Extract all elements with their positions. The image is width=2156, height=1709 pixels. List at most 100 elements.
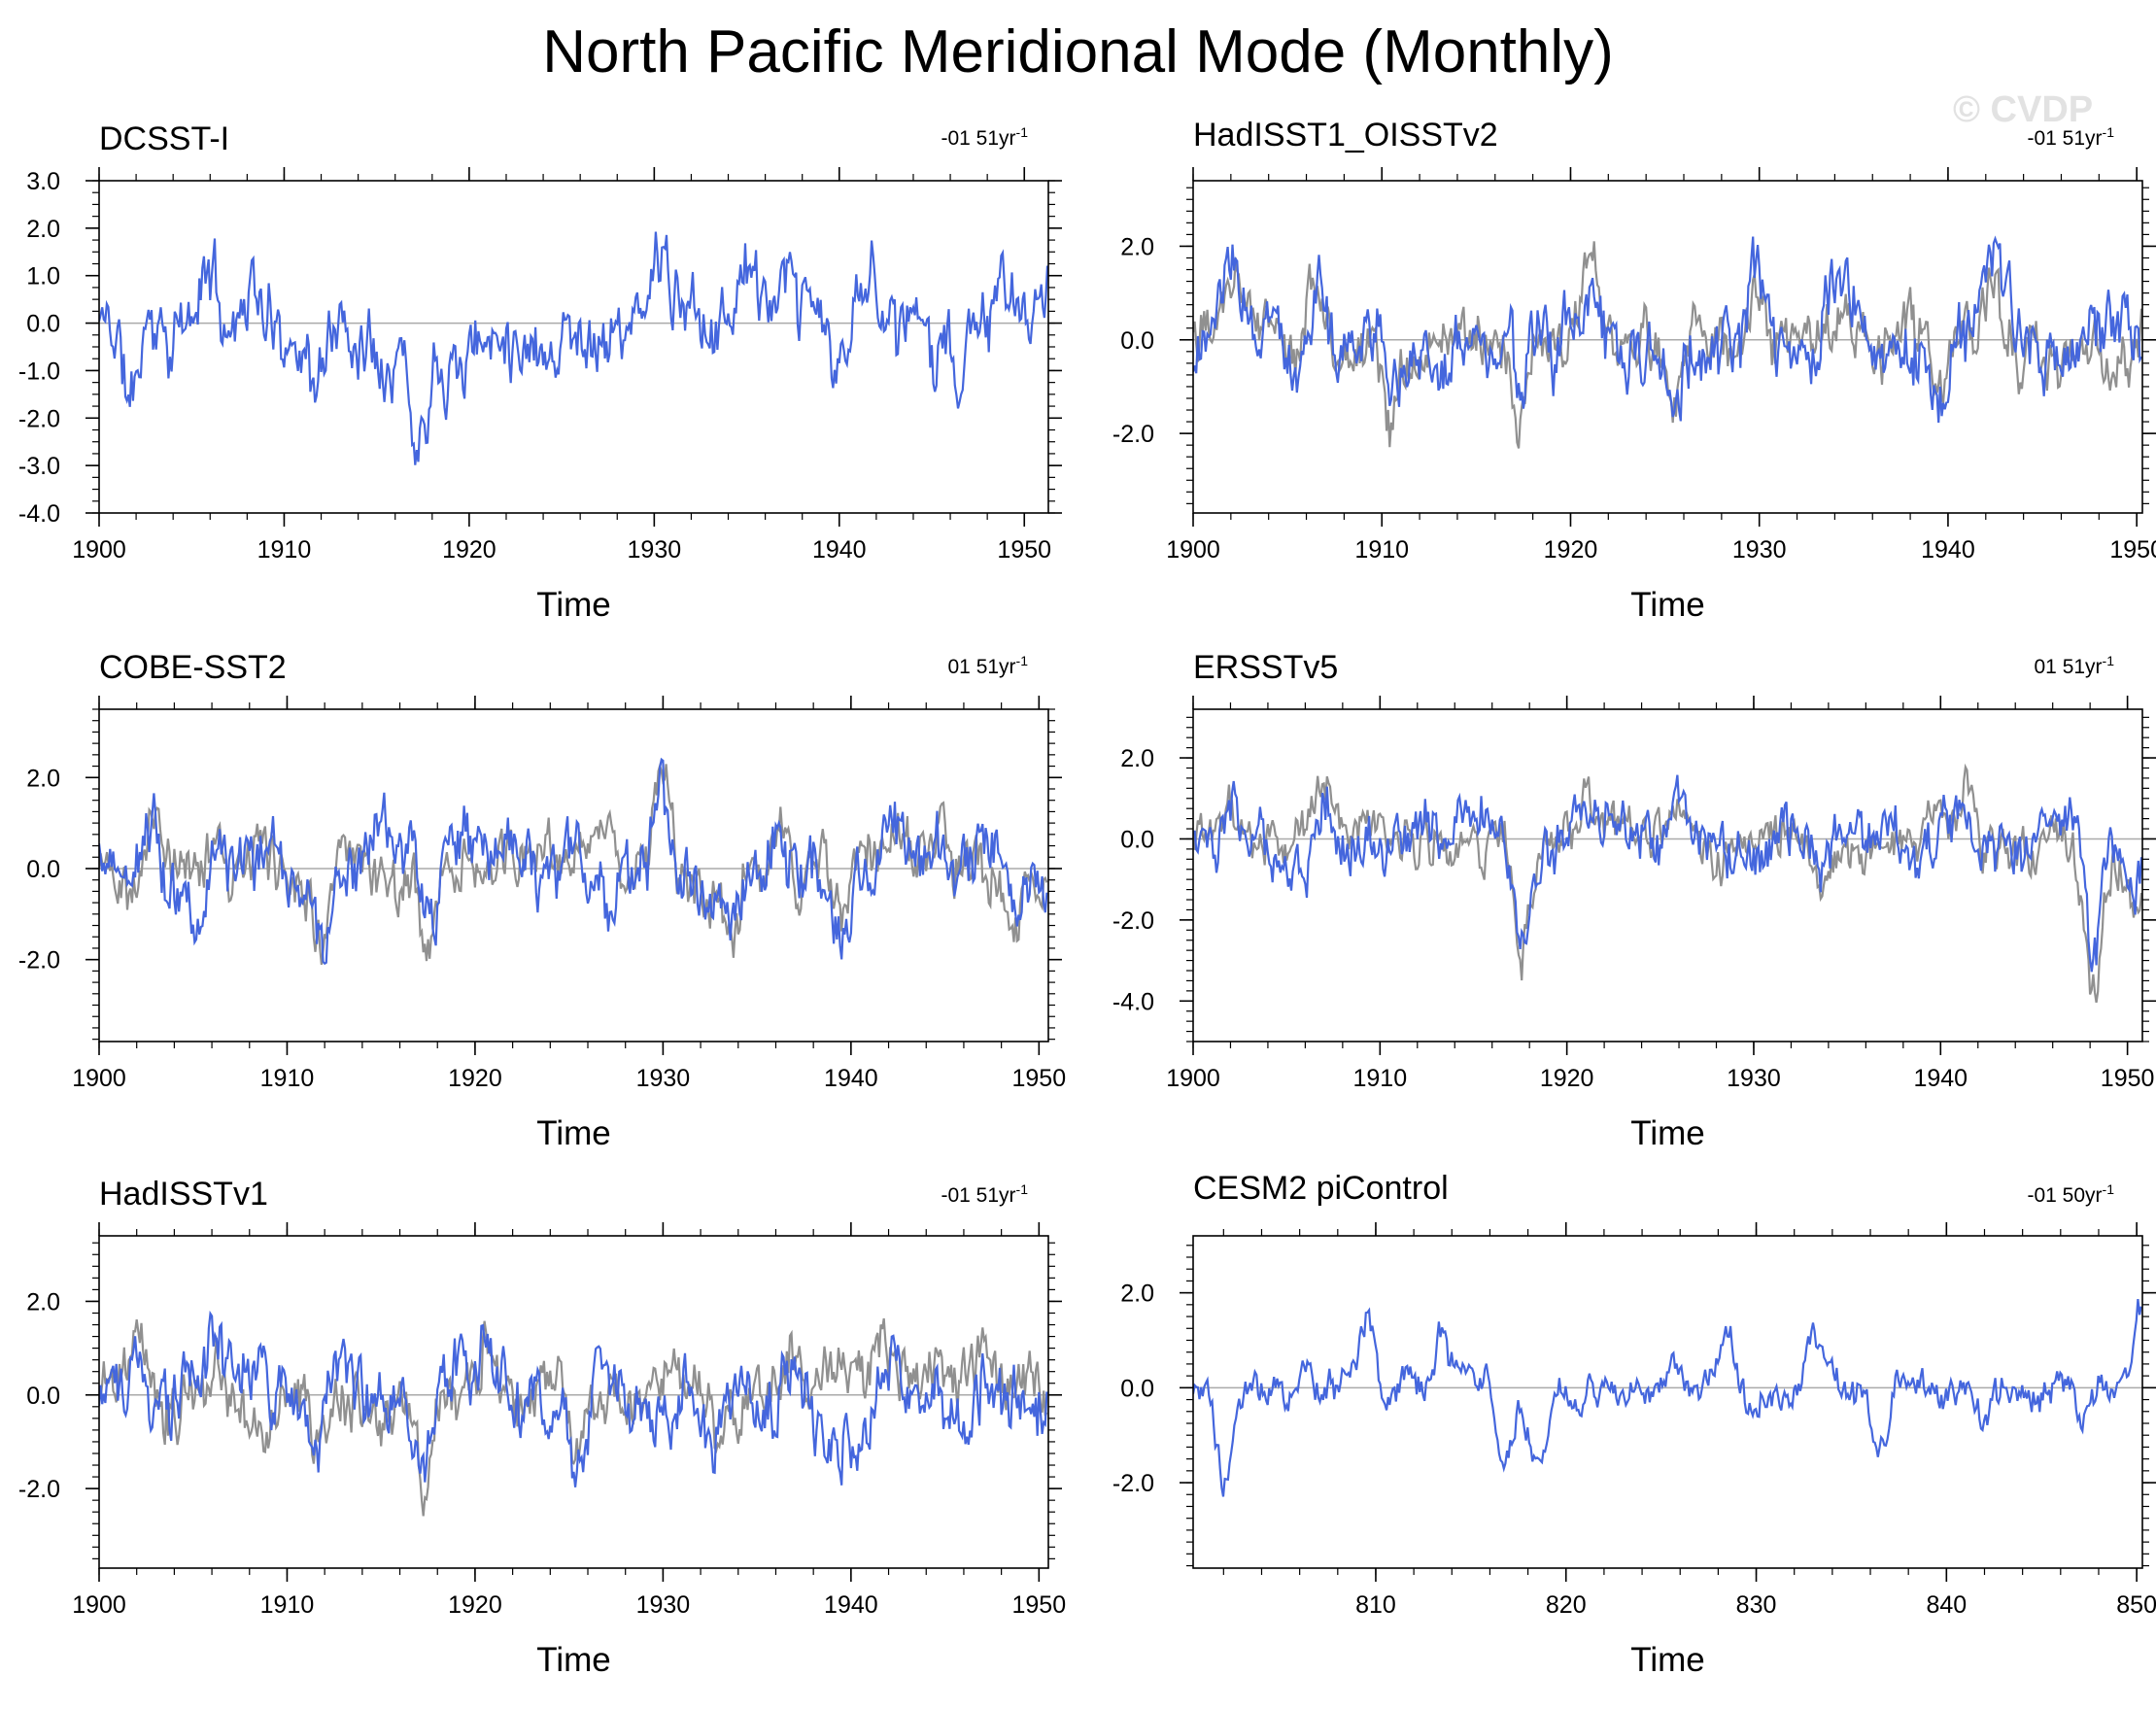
panel-5-reference-series [99,1317,1048,1517]
y-tick-label: -2.0 [1112,907,1154,935]
panel-4-trend-exp: -1 [2102,653,2114,668]
x-tick-label: 1900 [72,1065,126,1092]
y-tick-label: 2.0 [1120,233,1154,260]
x-tick-label: 1930 [636,1591,691,1619]
panel-2-frame [1192,180,2143,514]
x-tick-label: 1950 [997,536,1051,564]
panel-2-reference-series [1193,241,2142,449]
panel-5-trend-exp: -1 [1015,1181,1028,1197]
panel-2-title: HadISST1_OISSTv2 [1193,117,1498,154]
panel-3-title: COBE-SST2 [99,649,287,686]
y-tick-label: 2.0 [1120,745,1154,772]
panel-5-title: HadISSTv1 [99,1176,268,1213]
panel-3-trend: 01 51yr-1 [913,653,1029,679]
panel-2-x-axis-label: Time [1630,586,1704,624]
panel-2-data-series [1193,235,2142,424]
y-tick-label: 0.0 [26,311,60,338]
x-tick-label: 850 [2116,1591,2156,1619]
panel-1-x-axis-label: Time [536,586,610,624]
panel-4-reference-series [1193,763,2142,1004]
y-tick-label: 0.0 [1120,1375,1154,1402]
panel-2-trend-text: -01 51yr [2027,127,2103,150]
panel-4-title: ERSSTv5 [1193,649,1339,686]
y-tick-label: 2.0 [26,1288,60,1316]
panel-4-x-axis-label: Time [1630,1114,1704,1152]
panel-5-data-series [99,1310,1048,1487]
figure-title: North Pacific Meridional Mode (Monthly) [542,18,1614,85]
panel-4: 2.0 0.0 -2.0 -4.0 1900 1910 1920 1930 1940 1950 Ti… [1112,696,2156,1152]
y-tick-label: -4.0 [1112,988,1154,1015]
panel-5-trend: -01 51yr-1 [913,1181,1029,1208]
panel-3-data-series [99,757,1048,966]
panel-5: 2.0 0.0 -2.0 1900 1910 1920 1930 1940 1950 Time [18,1222,1066,1679]
x-tick-label: 1930 [1727,1065,1781,1092]
x-tick-label: 1930 [636,1065,691,1092]
panel-4-trend-text: 01 51yr [2034,656,2103,678]
x-tick-label: 1900 [1166,1065,1220,1092]
y-tick-label: 2.0 [1120,1281,1154,1308]
x-tick-label: 1910 [257,536,312,564]
x-tick-label: 1940 [812,536,867,564]
y-tick-label: 0.0 [26,856,60,883]
x-tick-label: 1910 [1354,536,1409,564]
panel-5-frame [98,1235,1049,1569]
x-tick-label: 1950 [1012,1065,1067,1092]
x-tick-label: 1940 [824,1591,878,1619]
x-tick-label: 1910 [260,1065,315,1092]
x-tick-label: 1900 [72,536,126,564]
panel-1-title: DCSST-I [99,120,230,157]
y-tick-label: -2.0 [18,1476,60,1503]
panel-2-trend-exp: -1 [2102,124,2114,140]
x-tick-label: 1930 [628,536,682,564]
panel-6-data-series [1193,1298,2142,1497]
panel-1: 3.0 2.0 1.0 0.0 -1.0 -2.0 -3.0 -4.0 1900 1910 1920… [18,167,1062,624]
panel-1-data-series [99,231,1048,465]
y-tick-label: 3.0 [26,168,60,195]
x-tick-label: 1920 [1540,1065,1594,1092]
x-tick-label: 1920 [448,1591,502,1619]
y-tick-label: -2.0 [1112,1470,1154,1497]
x-tick-label: 840 [1926,1591,1967,1619]
panel-2-trend: -01 51yr-1 [2000,124,2115,151]
x-tick-label: 1940 [824,1065,878,1092]
panel-1-frame [98,180,1049,514]
x-tick-label: 1940 [1921,536,1975,564]
x-tick-label: 820 [1546,1591,1587,1619]
panel-3-frame [98,708,1049,1042]
y-tick-label: 0.0 [1120,826,1154,853]
x-tick-label: 830 [1736,1591,1777,1619]
panel-3-trend-text: 01 51yr [947,656,1016,678]
panel-6-trend: -01 50yr-1 [2000,1181,2115,1208]
x-tick-label: 1940 [1913,1065,1968,1092]
panel-4-frame [1192,708,2143,1042]
y-tick-label: 0.0 [26,1383,60,1410]
panel-3-x-axis-label: Time [536,1114,610,1152]
y-tick-label: -2.0 [1112,421,1154,448]
panel-3-trend-exp: -1 [1015,653,1028,668]
panel-6: 2.0 0.0 -2.0 810 820 830 840 850 Time [1112,1222,2156,1679]
panel-4-trend: 01 51yr-1 [2000,653,2115,679]
y-tick-label: 0.0 [1120,327,1154,355]
panel-6-trend-exp: -1 [2102,1181,2114,1197]
x-tick-label: 1950 [2101,1065,2155,1092]
panel-3: 2.0 0.0 -2.0 1900 1910 1920 1930 1940 1950 Time [18,696,1066,1152]
x-tick-label: 1950 [1012,1591,1067,1619]
x-tick-label: 810 [1355,1591,1396,1619]
x-tick-label: 1920 [442,536,496,564]
panel-6-title: CESM2 piControl [1193,1170,1449,1207]
x-tick-label: 1900 [1166,536,1220,564]
cvdp-watermark: © CVDP [1953,89,2094,130]
x-tick-label: 1910 [1353,1065,1408,1092]
y-tick-label: -3.0 [18,453,60,480]
x-tick-label: 1950 [2109,536,2156,564]
panel-2: 2.0 0.0 -2.0 1900 1910 1920 1930 1940 1950 Time [1112,167,2156,624]
panel-5-trend-text: -01 51yr [941,1184,1016,1207]
panel-6-frame [1192,1235,2143,1569]
panel-6-x-axis-label: Time [1630,1641,1704,1679]
panel-5-x-axis-label: Time [536,1641,610,1679]
x-tick-label: 1910 [260,1591,315,1619]
x-tick-label: 1900 [72,1591,126,1619]
panel-4-data-series [1193,774,2142,973]
x-tick-label: 1930 [1732,536,1787,564]
